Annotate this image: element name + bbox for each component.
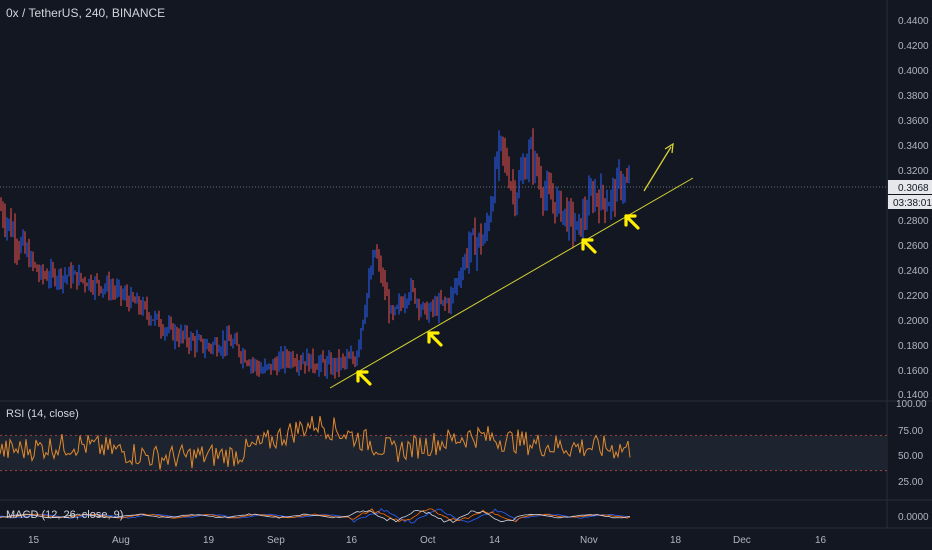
pointer-marker-1[interactable]	[356, 370, 372, 386]
projection-arrow-line[interactable]	[643, 146, 672, 192]
macd-line-layer	[0, 508, 631, 524]
rsi-tick: 50.00	[898, 451, 923, 462]
price-tick: 0.4200	[898, 41, 929, 52]
price-tick: 0.2800	[898, 216, 929, 227]
time-label: 16	[815, 535, 827, 546]
rsi-tick: 100.00	[896, 399, 927, 410]
time-label: Oct	[420, 535, 436, 546]
rsi-line-layer	[0, 415, 631, 470]
time-axis[interactable]: 15 Aug 19 Sep 16 Oct 14 Nov 18 Dec 16	[28, 535, 827, 546]
time-label: Aug	[112, 535, 130, 546]
candles-layer	[0, 128, 630, 379]
time-label: Dec	[733, 535, 751, 546]
price-tick: 0.3600	[898, 116, 929, 127]
price-tick: 0.2400	[898, 266, 929, 277]
projection-arrow-head[interactable]	[664, 142, 674, 154]
time-label: Nov	[580, 535, 598, 546]
price-tick: 0.2000	[898, 316, 929, 327]
macd-line	[0, 508, 631, 523]
time-label: 15	[28, 535, 40, 546]
rsi-line	[0, 415, 631, 470]
price-tick: 0.4000	[898, 66, 929, 77]
macd-line	[0, 509, 631, 524]
rsi-label: RSI (14, close)	[6, 408, 79, 420]
rsi-tick: 75.00	[898, 426, 923, 437]
price-tick: 0.2600	[898, 241, 929, 252]
time-label: 19	[203, 535, 215, 546]
rsi-axis[interactable]: 100.00 75.00 50.00 25.00	[896, 399, 927, 488]
chart-title: 0x / TetherUS, 240, BINANCE	[6, 6, 166, 20]
last-price-value: 0.3068	[898, 183, 929, 194]
pointer-marker-4[interactable]	[624, 214, 640, 230]
time-label: Sep	[267, 535, 285, 546]
rsi-band	[0, 435, 887, 471]
time-label: 16	[346, 535, 358, 546]
time-label: 14	[489, 535, 501, 546]
countdown-value: 03:38:01	[893, 198, 932, 209]
price-tick: 0.3400	[898, 141, 929, 152]
macd-label: MACD (12, 26, close, 9)	[6, 509, 124, 521]
pointer-marker-2[interactable]	[427, 331, 443, 347]
price-tick: 0.3200	[898, 166, 929, 177]
price-tick: 0.1600	[898, 366, 929, 377]
price-tick: 0.2200	[898, 291, 929, 302]
price-tick: 0.1800	[898, 341, 929, 352]
price-tick: 0.3800	[898, 91, 929, 102]
time-label: 18	[670, 535, 682, 546]
price-tick: 0.4400	[898, 16, 929, 27]
support-trendline[interactable]	[329, 177, 694, 389]
price-tick: 0.1400	[898, 390, 929, 401]
countdown-badge	[888, 195, 932, 209]
macd-tick: 0.0000	[898, 512, 929, 523]
rsi-tick: 25.00	[898, 477, 923, 488]
price-axis[interactable]: 0.4400 0.4200 0.4000 0.3800 0.3600 0.340…	[898, 16, 929, 401]
last-price-badge	[888, 180, 932, 194]
pointer-marker-3[interactable]	[581, 238, 597, 254]
